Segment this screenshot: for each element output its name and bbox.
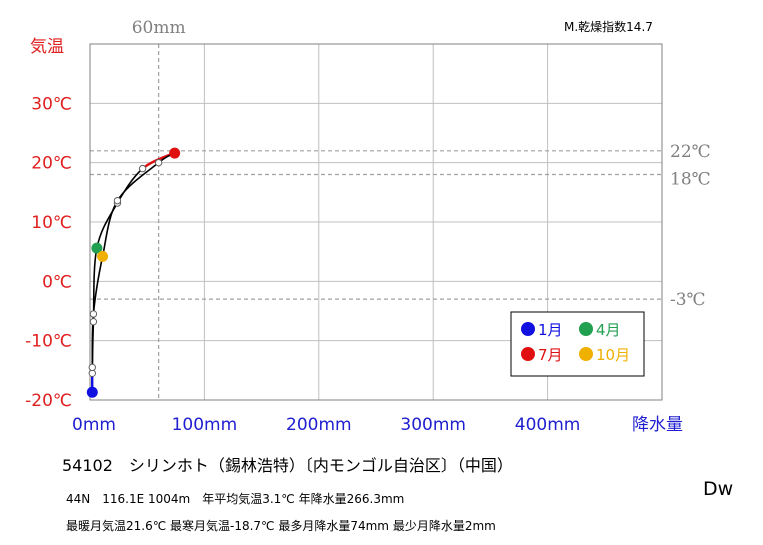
y-tick-label: 0℃	[42, 272, 72, 292]
grid-lines	[90, 44, 662, 400]
month-point	[138, 164, 147, 173]
month-point	[89, 317, 98, 326]
climate-code: Dw	[703, 478, 734, 500]
y-axis-ticks: 30℃ 20℃ 10℃ 0℃ -10℃ -20℃	[25, 94, 72, 411]
month-point-highlight	[86, 386, 98, 398]
curve-segment	[101, 200, 119, 257]
plot-frame	[89, 43, 663, 401]
legend-label: 4月	[596, 321, 621, 339]
reference-temp-label: -3℃	[670, 290, 706, 310]
station-coordinates: 44N 116.1E 1004m 年平均気温3.1℃ 年降水量266.3mm	[66, 492, 405, 506]
month-point	[113, 196, 122, 205]
station-name: 54102 シリンホト（錫林浩特）〔内モンゴル自治区〕（中国）	[62, 456, 513, 475]
climograph: 22℃ 18℃ -3℃ 30℃ 20℃ 10℃ 0℃ -10℃ -20℃ 0mm 100mm 20…	[25, 18, 711, 435]
x-tick-label: 400mm	[515, 415, 581, 435]
reference-60mm-label: 60mm	[132, 18, 186, 38]
month-point-highlight	[97, 250, 109, 262]
legend-swatch	[579, 322, 593, 336]
legend: 1月 4月 7月 10月	[510, 311, 645, 377]
curve-segment	[116, 162, 160, 202]
legend-box	[510, 311, 645, 377]
reference-temp-label: 18℃	[670, 170, 711, 190]
dryness-index: M.乾燥指数14.7	[564, 20, 653, 34]
legend-swatch	[579, 347, 593, 361]
y-tick-label: 10℃	[31, 213, 72, 233]
x-axis-title: 降水量	[632, 415, 683, 435]
reference-lines: 22℃ 18℃ -3℃	[90, 44, 711, 400]
month-point-highlight	[91, 242, 103, 254]
y-axis-title: 気温	[30, 37, 64, 57]
x-axis-ticks: 0mm 100mm 200mm 300mm 400mm	[72, 415, 580, 435]
x-tick-label: 200mm	[286, 415, 352, 435]
legend-label: 1月	[538, 321, 563, 339]
x-tick-label: 100mm	[172, 415, 238, 435]
station-extremes: 最暖月気温21.6℃ 最寒月気温-18.7℃ 最多月降水量74mm 最少月降水量…	[66, 519, 496, 533]
month-points	[86, 147, 181, 398]
month-point	[154, 158, 163, 167]
legend-label: 10月	[596, 346, 630, 364]
month-point-highlight	[169, 147, 181, 159]
y-tick-label: 20℃	[31, 154, 72, 174]
x-tick-label: 0mm	[72, 415, 116, 435]
y-tick-label: 30℃	[31, 94, 72, 114]
reference-temp-label: 22℃	[670, 142, 711, 162]
curve-segment	[96, 202, 119, 249]
x-tick-label: 300mm	[400, 415, 466, 435]
month-point	[88, 363, 96, 372]
climate-curve	[91, 152, 176, 394]
legend-swatch	[521, 347, 535, 361]
y-tick-label: -10℃	[25, 332, 72, 352]
month-point	[89, 310, 98, 318]
y-tick-label: -20℃	[25, 391, 72, 411]
legend-label: 7月	[538, 346, 563, 364]
legend-swatch	[521, 322, 535, 336]
